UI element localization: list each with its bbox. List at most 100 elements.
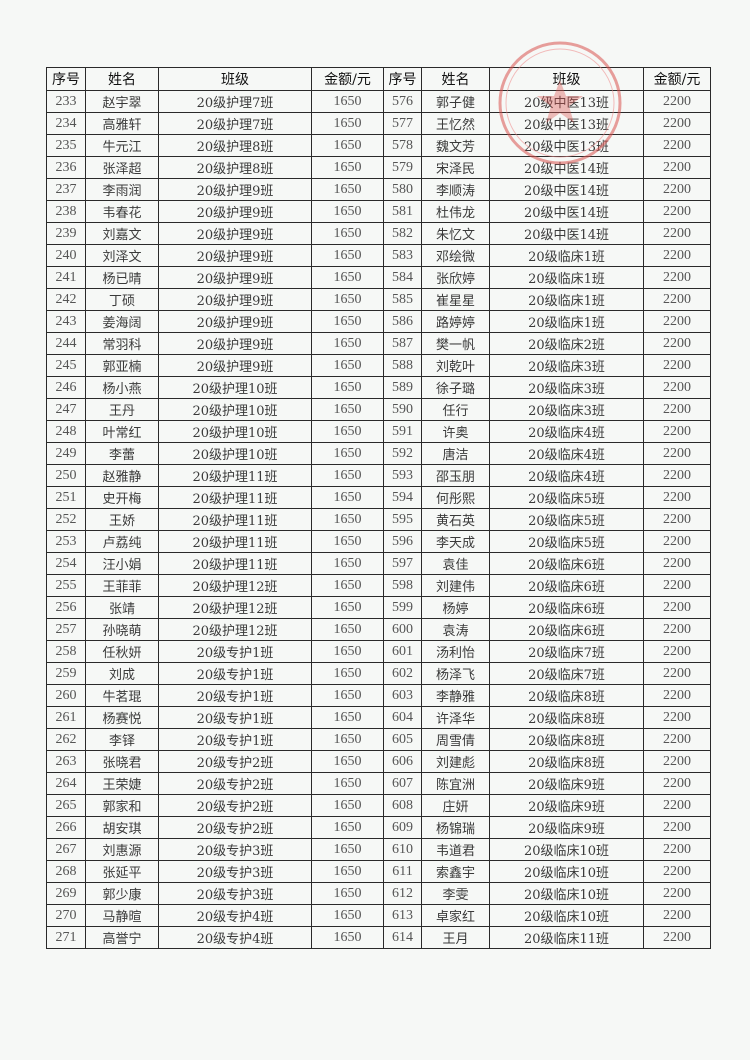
cell-amount: 2200 xyxy=(643,244,711,267)
cell-amount: 2200 xyxy=(643,596,711,619)
cell-class: 20级护理11班 xyxy=(158,508,312,531)
cell-index: 576 xyxy=(383,90,422,113)
cell-name: 郭亚楠 xyxy=(85,354,159,377)
cell-class: 20级专护4班 xyxy=(158,926,312,949)
table-row: 256 张靖 20级护理12班 1650 599 杨婷 20级临床6班 2200 xyxy=(46,596,711,619)
table-row: 264 王荣婕 20级专护2班 1650 607 陈宜洲 20级临床9班 2200 xyxy=(46,772,711,795)
cell-amount: 2200 xyxy=(643,530,711,553)
cell-amount: 1650 xyxy=(311,816,384,839)
cell-class: 20级护理11班 xyxy=(158,552,312,575)
cell-class: 20级临床3班 xyxy=(489,398,644,421)
cell-amount: 2200 xyxy=(643,332,711,355)
cell-index: 260 xyxy=(46,684,86,707)
cell-amount: 2200 xyxy=(643,464,711,487)
cell-class: 20级临床1班 xyxy=(489,244,644,267)
cell-name: 陈宜洲 xyxy=(421,772,490,795)
cell-amount: 1650 xyxy=(311,860,384,883)
cell-class: 20级护理9班 xyxy=(158,332,312,355)
cell-amount: 1650 xyxy=(311,156,384,179)
cell-name: 姜海阔 xyxy=(85,310,159,333)
cell-index: 612 xyxy=(383,882,422,905)
cell-class: 20级临床4班 xyxy=(489,442,644,465)
cell-amount: 2200 xyxy=(643,112,711,135)
cell-class: 20级专护1班 xyxy=(158,684,312,707)
cell-name: 崔星星 xyxy=(421,288,490,311)
cell-index: 235 xyxy=(46,134,86,157)
cell-name: 王荣婕 xyxy=(85,772,159,795)
cell-class: 20级临床10班 xyxy=(489,904,644,927)
cell-amount: 2200 xyxy=(643,178,711,201)
table-row: 248 叶常红 20级护理10班 1650 591 许奥 20级临床4班 2200 xyxy=(46,420,711,443)
table-row: 246 杨小燕 20级护理10班 1650 589 徐子璐 20级临床3班 2200 xyxy=(46,376,711,399)
header-index-2: 序号 xyxy=(383,67,422,91)
table-row: 245 郭亚楠 20级护理9班 1650 588 刘乾叶 20级临床3班 2200 xyxy=(46,354,711,377)
cell-amount: 1650 xyxy=(311,442,384,465)
cell-index: 252 xyxy=(46,508,86,531)
cell-index: 605 xyxy=(383,728,422,751)
cell-class: 20级护理10班 xyxy=(158,420,312,443)
cell-name: 韦道君 xyxy=(421,838,490,861)
cell-class: 20级专护4班 xyxy=(158,904,312,927)
cell-name: 郭子健 xyxy=(421,90,490,113)
table-row: 257 孙晓萌 20级护理12班 1650 600 袁涛 20级临床6班 2200 xyxy=(46,618,711,641)
cell-name: 任秋妍 xyxy=(85,640,159,663)
cell-amount: 1650 xyxy=(311,134,384,157)
cell-class: 20级护理9班 xyxy=(158,354,312,377)
table-row: 235 牛元江 20级护理8班 1650 578 魏文芳 20级中医13班 2200 xyxy=(46,134,711,157)
cell-index: 269 xyxy=(46,882,86,905)
cell-amount: 2200 xyxy=(643,200,711,223)
cell-amount: 2200 xyxy=(643,442,711,465)
cell-index: 596 xyxy=(383,530,422,553)
cell-name: 刘成 xyxy=(85,662,159,685)
cell-amount: 1650 xyxy=(311,838,384,861)
cell-name: 樊一帆 xyxy=(421,332,490,355)
table-row: 266 胡安琪 20级专护2班 1650 609 杨锦瑞 20级临床9班 2200 xyxy=(46,816,711,839)
cell-name: 宋泽民 xyxy=(421,156,490,179)
cell-name: 杨赛悦 xyxy=(85,706,159,729)
cell-amount: 2200 xyxy=(643,882,711,905)
cell-class: 20级临床4班 xyxy=(489,420,644,443)
cell-amount: 1650 xyxy=(311,640,384,663)
cell-name: 袁涛 xyxy=(421,618,490,641)
cell-amount: 2200 xyxy=(643,684,711,707)
cell-index: 255 xyxy=(46,574,86,597)
table-row: 233 赵宇翠 20级护理7班 1650 576 郭子健 20级中医13班 2200 xyxy=(46,90,711,113)
header-amount: 金额/元 xyxy=(311,67,384,91)
cell-index: 266 xyxy=(46,816,86,839)
cell-name: 杨锦瑞 xyxy=(421,816,490,839)
cell-amount: 1650 xyxy=(311,112,384,135)
header-row: 序号 姓名 班级 金额/元 序号 姓名 班级 金额/元 xyxy=(46,67,711,91)
cell-name: 王忆然 xyxy=(421,112,490,135)
cell-index: 593 xyxy=(383,464,422,487)
cell-amount: 1650 xyxy=(311,684,384,707)
cell-amount: 1650 xyxy=(311,574,384,597)
cell-index: 250 xyxy=(46,464,86,487)
cell-class: 20级临床4班 xyxy=(489,464,644,487)
header-class: 班级 xyxy=(158,67,312,91)
cell-index: 262 xyxy=(46,728,86,751)
cell-name: 路婷婷 xyxy=(421,310,490,333)
cell-name: 李顺涛 xyxy=(421,178,490,201)
cell-class: 20级护理9班 xyxy=(158,288,312,311)
cell-amount: 1650 xyxy=(311,926,384,949)
header-name-2: 姓名 xyxy=(421,67,490,91)
cell-amount: 2200 xyxy=(643,728,711,751)
cell-name: 刘建彪 xyxy=(421,750,490,773)
table-row: 268 张延平 20级专护3班 1650 611 索鑫宇 20级临床10班 2200 xyxy=(46,860,711,883)
cell-name: 张泽超 xyxy=(85,156,159,179)
cell-index: 578 xyxy=(383,134,422,157)
cell-class: 20级专护2班 xyxy=(158,794,312,817)
table-row: 271 高誉宁 20级专护4班 1650 614 王月 20级临床11班 2200 xyxy=(46,926,711,949)
cell-index: 606 xyxy=(383,750,422,773)
cell-name: 张晓君 xyxy=(85,750,159,773)
cell-class: 20级中医13班 xyxy=(489,112,644,135)
cell-name: 李铎 xyxy=(85,728,159,751)
cell-index: 580 xyxy=(383,178,422,201)
table-row: 267 刘惠源 20级专护3班 1650 610 韦道君 20级临床10班 2200 xyxy=(46,838,711,861)
cell-name: 刘建伟 xyxy=(421,574,490,597)
cell-index: 271 xyxy=(46,926,86,949)
cell-name: 卢荔纯 xyxy=(85,530,159,553)
cell-index: 598 xyxy=(383,574,422,597)
cell-index: 581 xyxy=(383,200,422,223)
cell-amount: 1650 xyxy=(311,200,384,223)
